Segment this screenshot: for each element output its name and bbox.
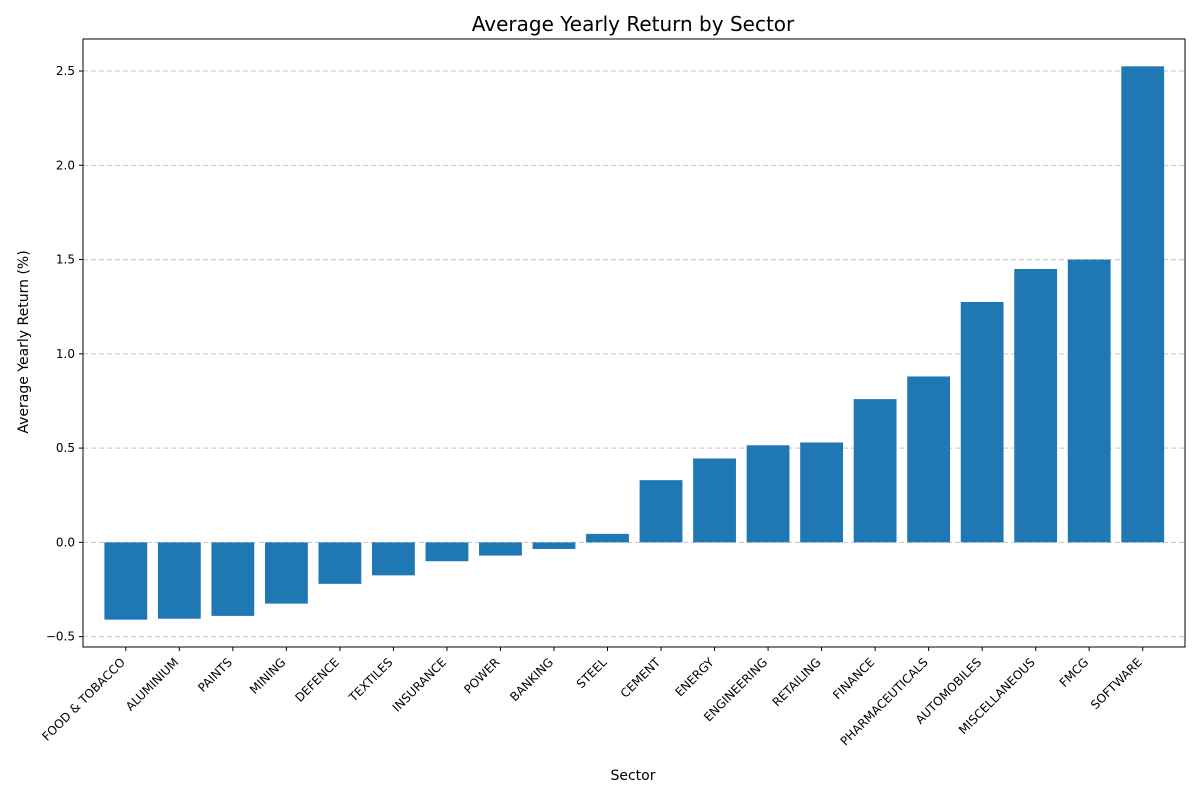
bar — [264, 542, 308, 604]
y-tick-label: 1.0 — [56, 347, 75, 361]
y-axis-ticks: −0.5 0.0 0.5 1.0 1.5 2.0 2.5 — [46, 64, 83, 644]
bar — [425, 542, 469, 562]
y-axis-title: Average Yearly Return (%) — [16, 250, 32, 433]
y-tick-label: −0.5 — [46, 630, 75, 644]
plot-frame — [82, 38, 1186, 648]
y-tick-label: 1.5 — [56, 253, 75, 267]
bar — [960, 301, 1004, 543]
bar — [746, 445, 790, 543]
bar — [318, 542, 362, 584]
bar — [104, 542, 148, 620]
y-tick-label: 2.5 — [56, 64, 75, 78]
bar — [372, 542, 415, 576]
y-tick-label: 2.0 — [56, 158, 75, 172]
bar — [157, 542, 201, 619]
bar — [693, 458, 736, 543]
bar — [479, 542, 522, 556]
bar — [639, 480, 683, 543]
bar — [853, 399, 897, 543]
bar — [907, 376, 951, 543]
bar — [1067, 259, 1111, 543]
bar — [211, 542, 255, 616]
y-tick-label: 0.0 — [56, 535, 75, 549]
bars — [104, 66, 1165, 620]
x-axis-title: Sector — [610, 768, 655, 784]
chart-title: Average Yearly Return by Sector — [472, 12, 795, 36]
bar — [1121, 66, 1165, 543]
bar — [532, 542, 576, 549]
bar — [586, 533, 629, 543]
bar — [1014, 269, 1058, 543]
y-tick-label: 0.5 — [56, 441, 75, 455]
bar — [800, 442, 843, 543]
